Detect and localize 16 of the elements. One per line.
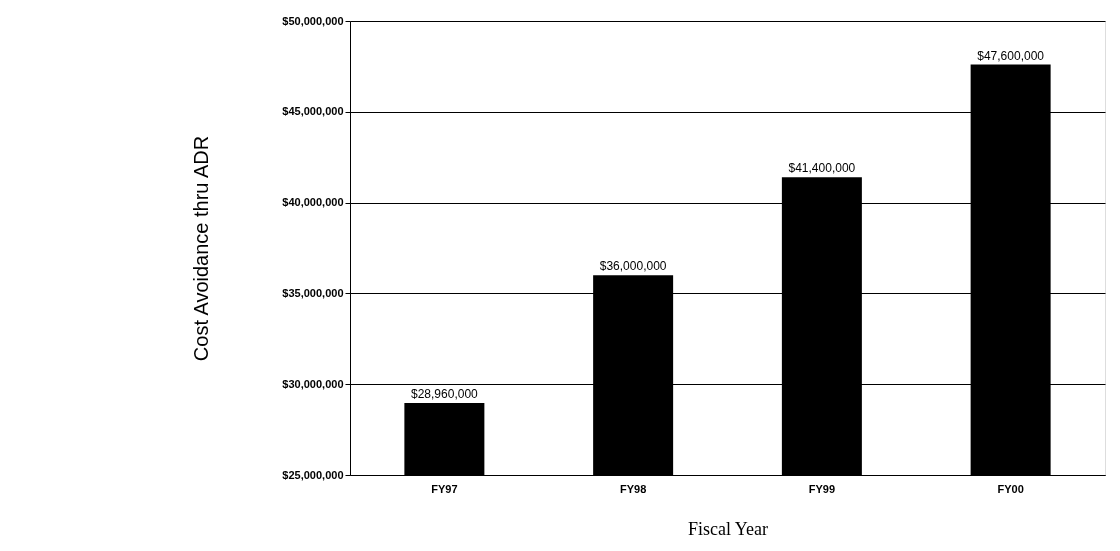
x-tick-label: FY97 (431, 482, 458, 495)
data-label: $41,400,000 (788, 161, 856, 176)
y-tick-label: $45,000,000 (282, 105, 344, 118)
y-tick-label: $30,000,000 (282, 377, 344, 390)
data-label: $47,600,000 (977, 48, 1045, 63)
x-tick-label: FY00 (997, 482, 1024, 495)
data-label: $28,960,000 (411, 387, 479, 402)
y-axis-title: Cost Avoidance thru ADR (190, 135, 213, 362)
y-tick-label: $35,000,000 (282, 286, 344, 299)
y-tick-label: $40,000,000 (282, 196, 344, 209)
y-tick-label: $50,000,000 (282, 14, 344, 27)
x-tick-label: FY98 (619, 482, 647, 495)
x-tick-label: FY99 (808, 482, 836, 495)
data-label: $36,000,000 (599, 259, 667, 274)
x-axis-title: Fiscal Year (688, 518, 768, 539)
y-tick-label: $25,000,000 (282, 468, 344, 481)
